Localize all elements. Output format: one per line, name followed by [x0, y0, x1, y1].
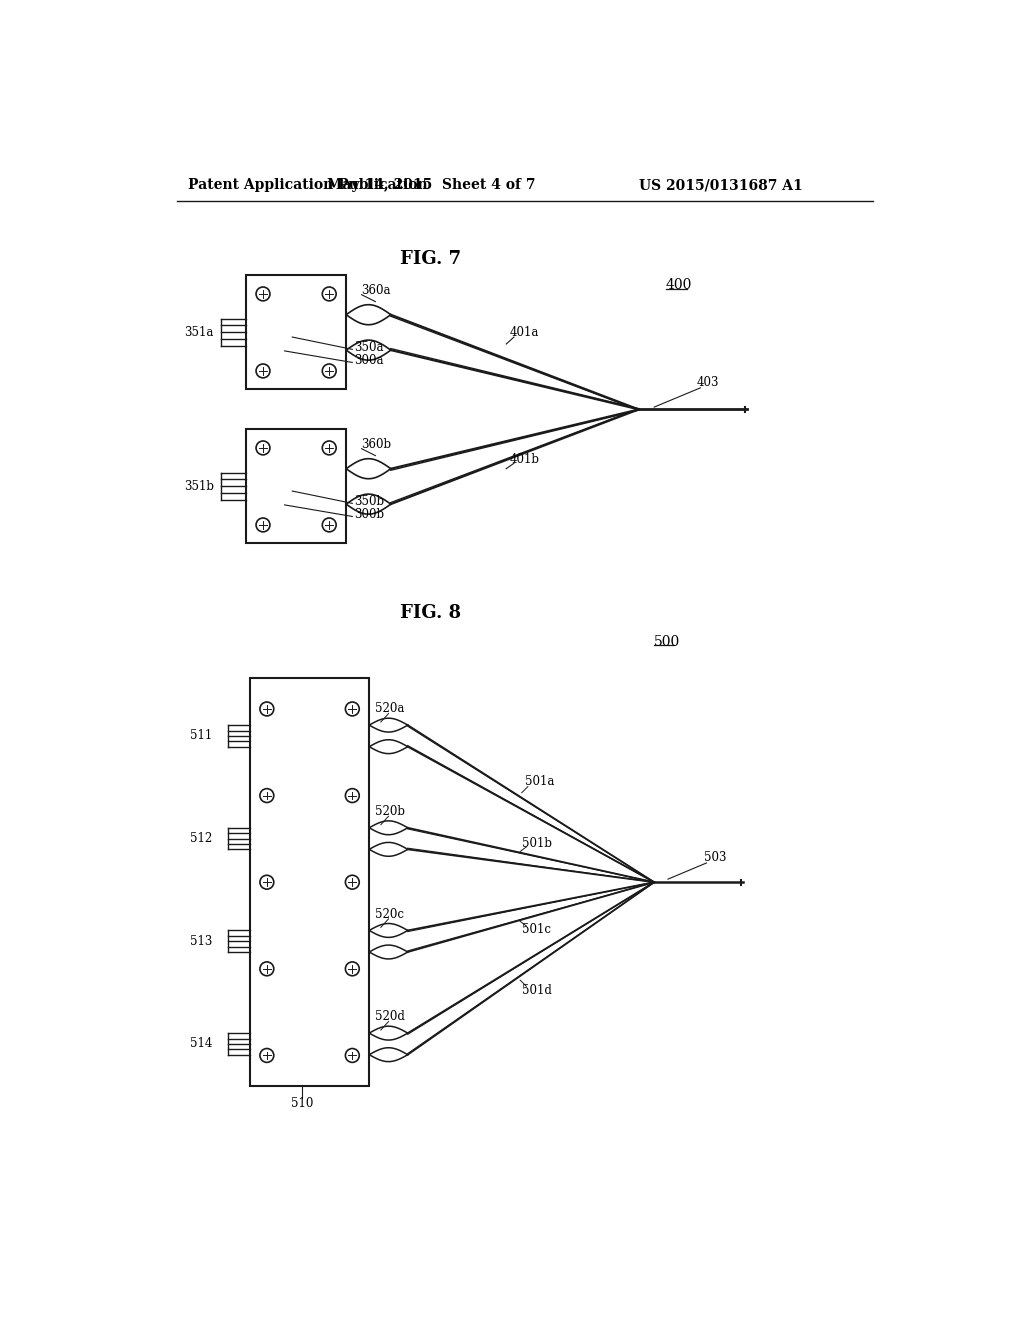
Text: 501b: 501b [522, 837, 553, 850]
Text: 300b: 300b [354, 508, 384, 520]
Text: Patent Application Publication: Patent Application Publication [188, 178, 428, 193]
Text: 501c: 501c [522, 923, 552, 936]
Text: 400: 400 [666, 279, 692, 293]
Text: 351a: 351a [184, 326, 214, 339]
Text: 503: 503 [705, 851, 727, 865]
Text: 351b: 351b [184, 480, 214, 492]
Text: 513: 513 [189, 935, 212, 948]
Text: 500: 500 [654, 635, 680, 649]
Text: 520b: 520b [376, 805, 406, 818]
Text: 511: 511 [189, 730, 212, 742]
Text: 512: 512 [189, 832, 212, 845]
Text: 350a: 350a [354, 341, 383, 354]
Text: 501d: 501d [522, 985, 552, 998]
Text: FIG. 8: FIG. 8 [400, 603, 462, 622]
Text: 300a: 300a [354, 354, 383, 367]
Text: 514: 514 [189, 1038, 212, 1051]
Text: 520c: 520c [376, 908, 404, 921]
Text: 510: 510 [291, 1097, 313, 1110]
Text: FIG. 7: FIG. 7 [400, 249, 462, 268]
Text: 401a: 401a [510, 326, 540, 339]
Text: 520d: 520d [376, 1010, 406, 1023]
Bar [246, 429, 346, 544]
Text: 501a: 501a [524, 775, 554, 788]
Text: May 14, 2015  Sheet 4 of 7: May 14, 2015 Sheet 4 of 7 [327, 178, 536, 193]
Text: 360b: 360b [361, 437, 392, 450]
Bar [250, 678, 370, 1086]
Text: 403: 403 [696, 376, 719, 389]
Text: 520a: 520a [376, 702, 404, 715]
Text: US 2015/0131687 A1: US 2015/0131687 A1 [639, 178, 803, 193]
Text: 350b: 350b [354, 495, 384, 508]
Text: 360a: 360a [361, 284, 391, 297]
Bar [246, 276, 346, 389]
Text: 401b: 401b [510, 453, 540, 466]
